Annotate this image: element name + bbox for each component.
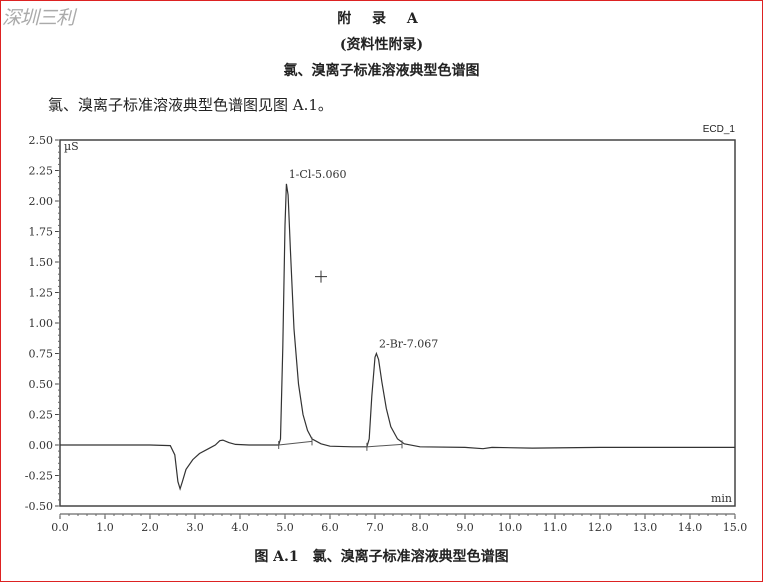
- y-tick-label: 0.50: [29, 378, 54, 391]
- y-tick-label: 0.00: [29, 439, 54, 452]
- x-tick-label: 12.0: [588, 521, 613, 534]
- x-tick-label: 15.0: [723, 521, 748, 534]
- x-tick-label: 13.0: [633, 521, 658, 534]
- x-tick-label: 1.0: [96, 521, 114, 534]
- y-tick-label: 1.25: [29, 287, 54, 300]
- y-tick-label: -0.50: [25, 500, 53, 513]
- y-tick-label: 0.25: [29, 409, 54, 422]
- y-tick-label: -0.25: [25, 470, 53, 483]
- channel-label: ECD_1: [702, 124, 735, 135]
- x-tick-label: 3.0: [186, 521, 204, 534]
- x-tick-label: 2.0: [141, 521, 159, 534]
- x-tick-label: 14.0: [678, 521, 703, 534]
- appendix-title: 氯、溴离子标准溶液典型色谱图: [283, 63, 480, 79]
- appendix-heading: 附 录 A: [337, 11, 426, 27]
- x-tick-label: 0.0: [51, 521, 69, 534]
- x-tick-label: 11.0: [543, 521, 568, 534]
- plot-frame: [59, 139, 736, 507]
- x-tick-label: 4.0: [231, 521, 249, 534]
- y-tick-label: 1.75: [29, 226, 54, 239]
- y-tick-label: 0.75: [29, 348, 54, 361]
- x-tick-label: 5.0: [276, 521, 294, 534]
- integration-baseline: [278, 440, 313, 446]
- intro-paragraph: 氯、溴离子标准溶液典型色谱图见图 A.1。: [48, 96, 333, 114]
- chromatogram-trace: [60, 183, 735, 491]
- watermark: 深圳三利: [2, 7, 75, 29]
- x-tick-label: 6.0: [321, 521, 339, 534]
- figure-caption: 图 A.1 氯、溴离子标准溶液典型色谱图: [254, 549, 509, 565]
- y-tick-label: 1.00: [29, 317, 54, 330]
- peak-label: 2-Br-7.067: [379, 338, 438, 351]
- x-axis-label: min: [711, 492, 732, 505]
- x-tick-label: 10.0: [498, 521, 523, 534]
- peak-label: 1-Cl-5.060: [289, 168, 347, 181]
- y-tick-label: 2.25: [29, 165, 54, 178]
- y-tick-label: 2.50: [29, 134, 54, 147]
- y-tick-label: 1.50: [29, 256, 54, 269]
- cursor-crosshair-icon: [315, 270, 327, 283]
- x-tick-label: 8.0: [411, 521, 429, 534]
- x-tick-label: 9.0: [456, 521, 474, 534]
- y-tick-label: 2.00: [29, 195, 54, 208]
- y-axis-label: µS: [64, 140, 79, 153]
- integration-baseline: [366, 443, 403, 448]
- appendix-type: (资料性附录): [339, 37, 424, 53]
- x-tick-label: 7.0: [366, 521, 384, 534]
